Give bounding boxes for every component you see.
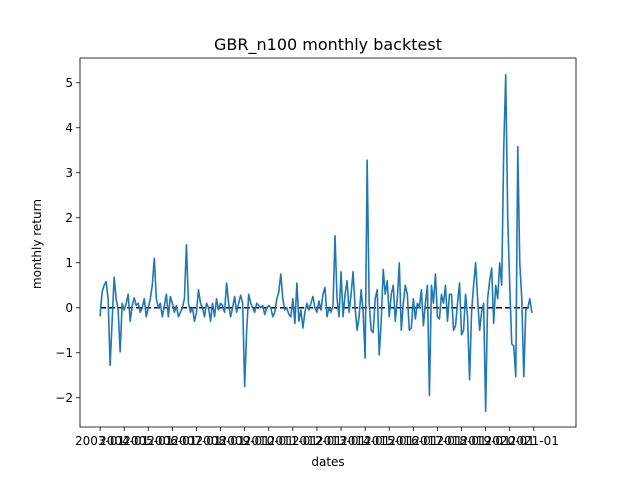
x-tick-label: 2005-01 <box>123 434 173 448</box>
plot-frame <box>79 57 577 428</box>
x-tick-label: 2018-01 <box>436 434 486 448</box>
y-tick-label: 5 <box>65 76 73 90</box>
y-tick-label: −1 <box>55 346 73 360</box>
y-axis: −2 −1 0 1 2 3 4 5 <box>55 76 80 405</box>
x-tick-label: 2010-01 <box>244 434 294 448</box>
x-tick-label: 2013-01 <box>316 434 366 448</box>
chart-title: GBR_n100 monthly backtest <box>214 35 442 55</box>
y-axis-label: monthly return <box>30 199 44 289</box>
x-axis: 2003-012004-012005-012006-012007-012008-… <box>75 427 559 448</box>
x-tick-label: 2016-01 <box>388 434 438 448</box>
x-tick-label: 2019-01 <box>461 434 511 448</box>
y-tick-label: 4 <box>65 121 73 135</box>
x-axis-label: dates <box>311 455 344 469</box>
y-tick-label: 0 <box>65 301 73 315</box>
x-tick-label: 2006-01 <box>147 434 197 448</box>
x-tick-label: 2015-01 <box>364 434 414 448</box>
x-tick-label: 2021-01 <box>509 434 559 448</box>
y-tick-label: 2 <box>65 211 73 225</box>
x-tick-label: 2012-01 <box>292 434 342 448</box>
y-tick-label: −2 <box>55 391 73 405</box>
x-tick-label: 2008-01 <box>195 434 245 448</box>
x-tick-label: 2009-01 <box>220 434 270 448</box>
y-tick-label: 3 <box>65 166 73 180</box>
y-tick-label: 1 <box>65 256 73 270</box>
x-tick-label: 2020-01 <box>485 434 535 448</box>
x-tick-label: 2017-01 <box>412 434 462 448</box>
monthly-return-series <box>99 73 533 413</box>
x-tick-label: 2007-01 <box>171 434 221 448</box>
x-tick-label: 2003-01 <box>75 434 125 448</box>
x-tick-label: 2014-01 <box>340 434 390 448</box>
x-tick-label: 2004-01 <box>99 434 149 448</box>
x-tick-label: 2011-01 <box>268 434 318 448</box>
